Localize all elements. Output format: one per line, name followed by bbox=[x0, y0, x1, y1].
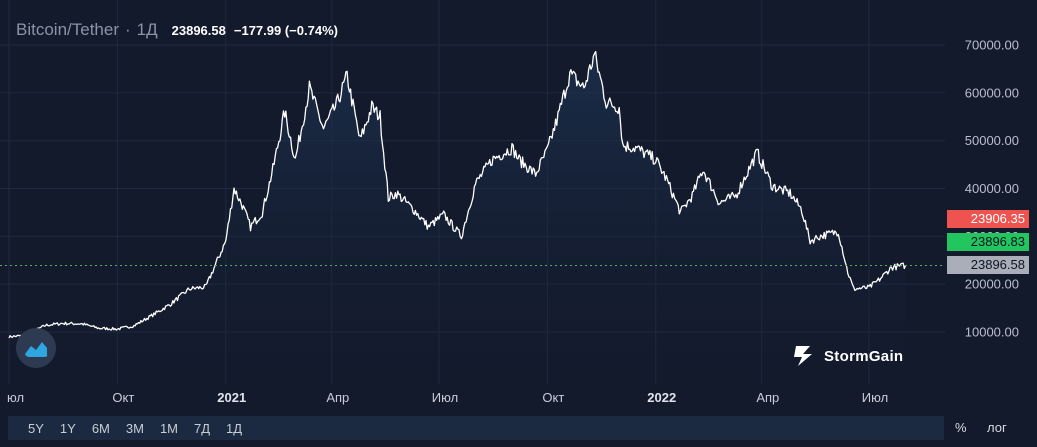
chart-header: Bitcoin/Tether · 1Д 23896.58 −177.99 (−0… bbox=[16, 20, 338, 40]
x-tick-label: 2021 bbox=[217, 390, 246, 405]
price-line bbox=[8, 50, 907, 339]
tradingview-logo[interactable] bbox=[16, 328, 56, 368]
period-7d-button[interactable]: 7Д bbox=[194, 420, 211, 436]
price-area-fill bbox=[9, 51, 906, 414]
header-separator: · bbox=[125, 20, 131, 39]
y-tick-label: 70000.00 bbox=[965, 38, 1019, 53]
x-tick-label: Июл bbox=[432, 390, 458, 405]
price-change: −177.99 (−0.74%) bbox=[233, 22, 338, 38]
x-tick-label: Апр bbox=[326, 390, 349, 405]
x-axis: юл Окт 2021 Апр Июл Окт 2022 Апр Июл bbox=[7, 390, 888, 405]
x-tick-label: 2022 bbox=[647, 390, 676, 405]
y-axis: 10000.0020000.0030000.0040000.0050000.00… bbox=[965, 38, 1019, 340]
period-1y-button[interactable]: 1Y bbox=[59, 420, 76, 436]
x-tick-label: Июл bbox=[862, 390, 888, 405]
y-tick-label: 10000.00 bbox=[965, 325, 1019, 340]
y-tick-label: 40000.00 bbox=[965, 181, 1019, 196]
x-tick-label: Апр bbox=[756, 390, 779, 405]
symbol-name: Bitcoin/Tether bbox=[16, 20, 119, 39]
period-6m-button[interactable]: 6M bbox=[91, 420, 110, 436]
y-tick-label: 20000.00 bbox=[965, 277, 1019, 292]
ask-price-tag: 23906.35 bbox=[947, 210, 1029, 228]
log-scale-button[interactable]: лог bbox=[987, 420, 1007, 435]
period-selector: 5Y 1Y 6M 3M 1M 7Д 1Д bbox=[8, 416, 944, 440]
period-5y-button[interactable]: 5Y bbox=[28, 420, 44, 436]
period-1d-button[interactable]: 1Д bbox=[226, 420, 243, 436]
y-tick-label: 60000.00 bbox=[965, 85, 1019, 100]
x-tick-label: Окт bbox=[542, 390, 564, 405]
y-tick-label: 50000.00 bbox=[965, 133, 1019, 148]
last-price-tag: 23896.58 bbox=[947, 256, 1029, 274]
period-1m-button[interactable]: 1M bbox=[159, 420, 178, 436]
stormgain-brand: StormGain bbox=[792, 344, 903, 368]
x-tick-label: Окт bbox=[112, 390, 134, 405]
cloud-chart-icon bbox=[25, 342, 48, 357]
lightning-icon bbox=[794, 346, 812, 366]
x-tick-label: юл bbox=[7, 390, 24, 405]
bid-price-tag: 23896.83 bbox=[947, 233, 1029, 251]
percent-scale-button[interactable]: % bbox=[955, 420, 967, 435]
period-3m-button[interactable]: 3M bbox=[125, 420, 144, 436]
last-price: 23896.58 bbox=[171, 22, 226, 38]
brand-name: StormGain bbox=[824, 347, 904, 365]
timeframe-label: 1Д bbox=[136, 20, 158, 39]
